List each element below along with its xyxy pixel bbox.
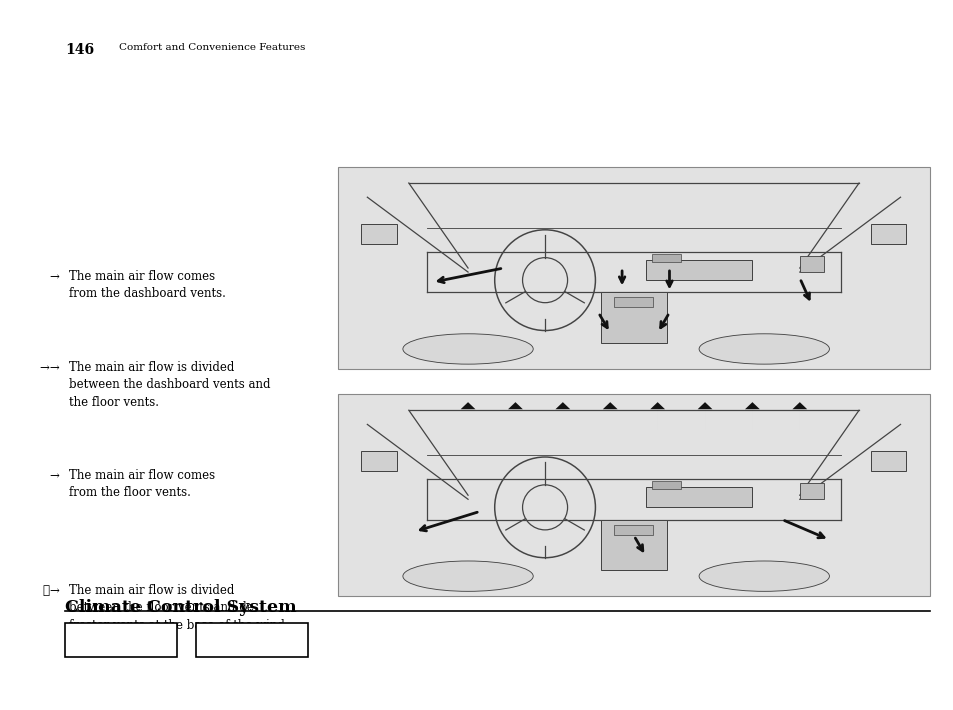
Bar — [195, 623, 308, 657]
Bar — [799, 256, 822, 272]
Bar — [645, 260, 752, 280]
Text: The main air flow comes
from the dashboard vents.: The main air flow comes from the dashboa… — [69, 270, 225, 300]
Bar — [645, 487, 752, 508]
FancyArrow shape — [508, 402, 522, 430]
Bar — [870, 224, 905, 244]
Text: →: → — [50, 469, 64, 481]
FancyArrow shape — [792, 402, 806, 430]
Bar — [614, 525, 653, 535]
Text: The main air flow is divided
between the floor vents and de-
froster vents at th: The main air flow is divided between the… — [69, 584, 288, 649]
Ellipse shape — [402, 561, 533, 591]
Bar — [361, 224, 396, 244]
Ellipse shape — [699, 334, 828, 364]
Bar — [337, 167, 929, 369]
FancyArrow shape — [602, 402, 617, 430]
Ellipse shape — [699, 561, 828, 591]
FancyArrow shape — [744, 402, 759, 430]
FancyArrow shape — [555, 402, 570, 430]
Text: Comfort and Convenience Features: Comfort and Convenience Features — [119, 43, 305, 52]
Bar — [870, 451, 905, 471]
Bar — [600, 520, 666, 570]
FancyArrow shape — [697, 402, 712, 430]
Text: Climate Control System: Climate Control System — [65, 599, 296, 616]
Ellipse shape — [402, 334, 533, 364]
Text: →→: →→ — [40, 361, 64, 373]
Text: Ⓢ→: Ⓢ→ — [43, 584, 64, 596]
Bar — [337, 394, 929, 596]
Bar — [600, 293, 666, 343]
Text: The main air flow comes
from the floor vents.: The main air flow comes from the floor v… — [69, 469, 214, 499]
FancyArrow shape — [460, 402, 475, 430]
Text: The main air flow is divided
between the dashboard vents and
the floor vents.: The main air flow is divided between the… — [69, 361, 270, 409]
Bar — [651, 481, 680, 489]
Text: →: → — [50, 270, 64, 283]
FancyArrow shape — [650, 402, 664, 430]
Bar — [799, 483, 822, 499]
Bar — [65, 623, 177, 657]
Text: 146: 146 — [65, 43, 94, 57]
Bar — [361, 451, 396, 471]
Bar — [651, 254, 680, 262]
Bar — [614, 297, 653, 307]
